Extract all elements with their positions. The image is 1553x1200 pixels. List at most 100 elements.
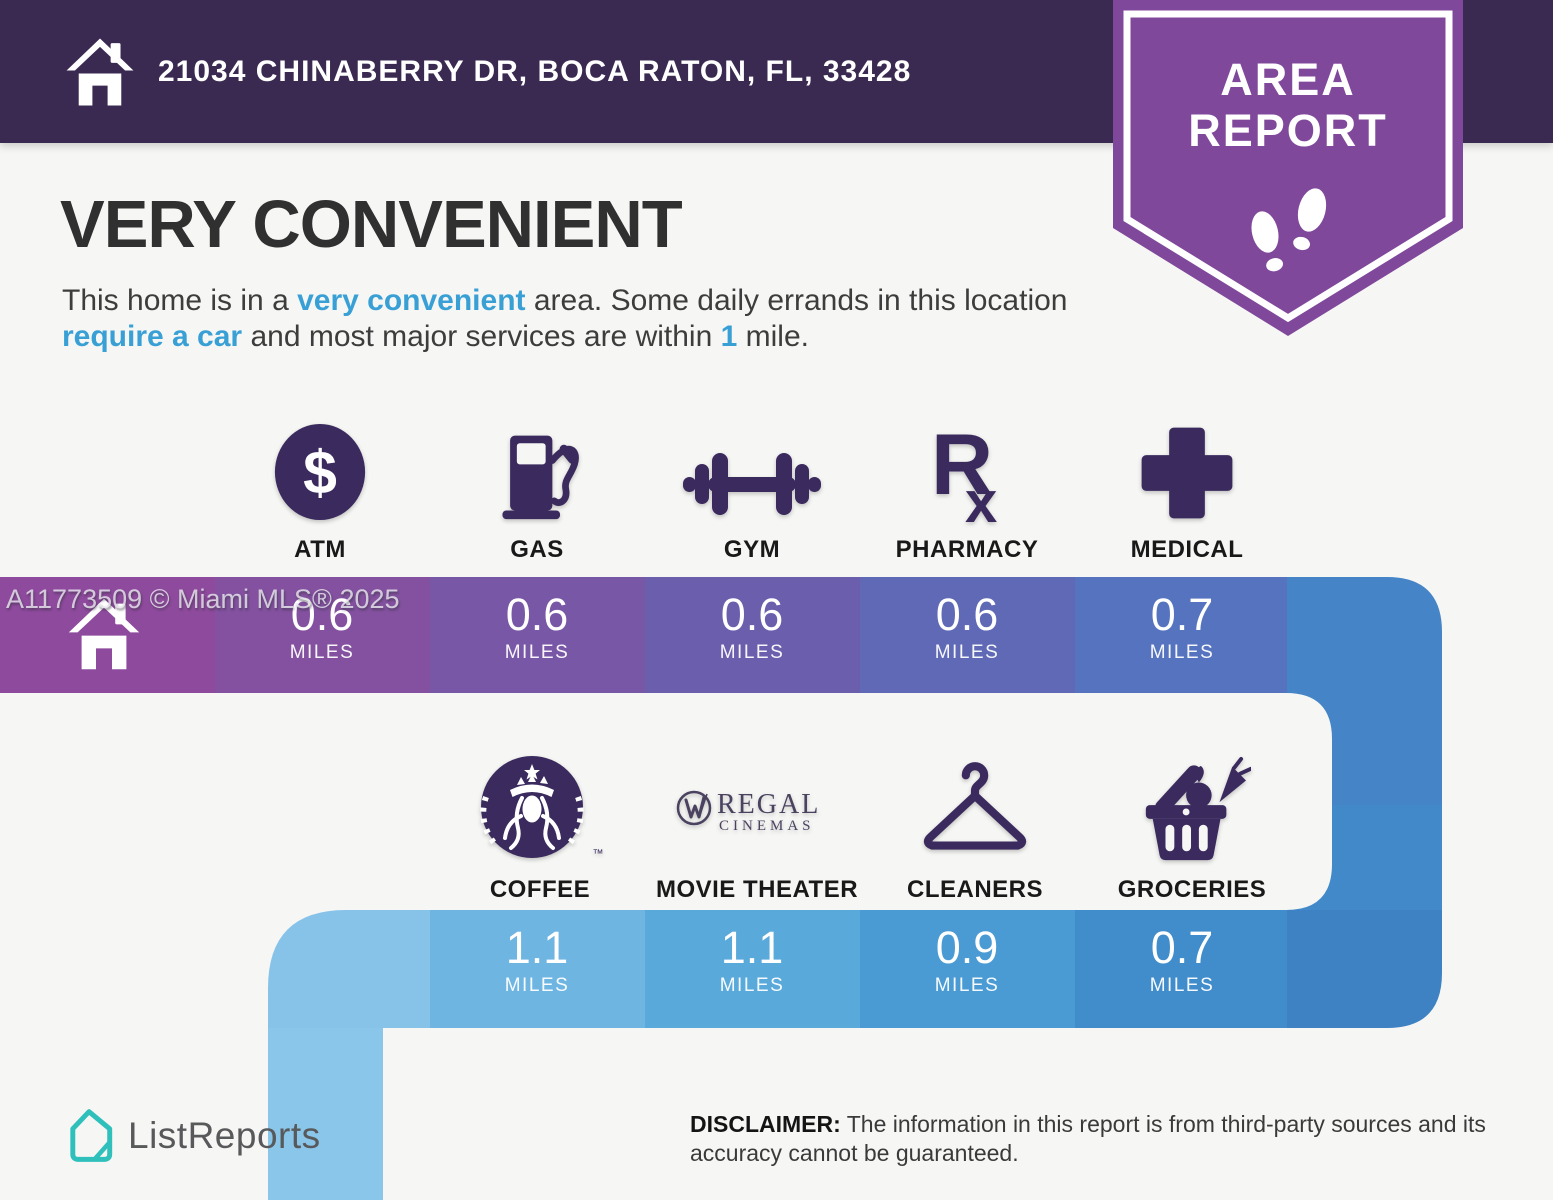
svg-text:R: R: [931, 420, 993, 513]
distance-band: [0, 577, 1442, 1200]
grocery-basket-icon: [1145, 756, 1251, 861]
hanger-icon: [923, 762, 1027, 850]
band-seg-gym: [645, 577, 860, 695]
atm-icon: $: [274, 424, 366, 521]
distance-unit: MILES: [1149, 642, 1215, 663]
summary-text: This home is in a very convenient area. …: [62, 283, 1107, 355]
svg-text:REGAL: REGAL: [717, 789, 820, 820]
poi-label: MEDICAL: [1130, 536, 1244, 563]
svg-text:$: $: [303, 439, 337, 507]
distance-unit: MILES: [719, 975, 785, 996]
badge-pennant: [1113, 0, 1463, 336]
trademark-symbol: ™: [592, 848, 604, 860]
poi-label: COFFEE: [489, 876, 591, 903]
poi-label: CLEANERS: [906, 876, 1043, 903]
poi-label: GROCERIES: [1117, 876, 1267, 903]
band-corner-bottom-right: [1287, 910, 1442, 1028]
band-seg-gas: [430, 577, 645, 695]
band-corner-top-right: [1287, 577, 1442, 695]
disclaimer-label: DISCLAIMER:: [690, 1111, 841, 1137]
poi-medical: MEDICAL: [1077, 420, 1297, 564]
distance-unit: MILES: [934, 975, 1000, 996]
summary-part: and most major services are within: [242, 320, 721, 353]
poi-pharmacy: R x PHARMACY: [857, 420, 1077, 564]
footprints-icon: [1251, 188, 1327, 272]
starbucks-siren-icon: [479, 756, 584, 858]
summary-highlight: 1: [720, 320, 738, 353]
band-seg-coffee: [430, 910, 645, 1028]
distance-unit: MILES: [504, 975, 570, 996]
distance-cell-atm: 0.6 MILES: [215, 592, 429, 664]
distance-unit: MILES: [719, 642, 785, 663]
distance-cell-medical: 0.7 MILES: [1075, 592, 1289, 664]
poi-movie-theater: REGAL CINEMAS MOVIE THEATER: [632, 752, 882, 904]
band-seg-groceries: [1075, 910, 1287, 1028]
summary-part: This home is in a: [62, 284, 298, 317]
band-seg-movie: [645, 910, 860, 1028]
badge-outline: [1123, 10, 1453, 323]
distance-value: 0.7: [1150, 589, 1214, 640]
page-title: VERY CONVENIENT: [60, 187, 683, 262]
distance-cell-movie: 1.1 MILES: [645, 925, 859, 997]
summary-part: area. Some daily errands in this locatio…: [525, 284, 1068, 317]
badge-line2: REPORT: [1188, 105, 1388, 156]
distance-cell-gym: 0.6 MILES: [645, 592, 859, 664]
band-seg-medical: [1075, 577, 1287, 695]
poi-coffee: ™ COFFEE: [430, 752, 650, 904]
summary-highlight: very convenient: [297, 284, 526, 317]
poi-cleaners: CLEANERS: [865, 752, 1085, 904]
poi-atm: $ ATM: [210, 420, 430, 564]
disclaimer: DISCLAIMER: The information in this repo…: [690, 1110, 1510, 1168]
distance-unit: MILES: [934, 642, 1000, 663]
rx-icon: R x: [931, 420, 997, 524]
badge-line1: AREA: [1220, 54, 1356, 105]
poi-label: PHARMACY: [895, 536, 1039, 563]
band-corner-left: [268, 910, 430, 1028]
distance-unit: MILES: [289, 642, 355, 663]
brand-name: ListReports: [128, 1115, 321, 1156]
poi-label: GYM: [723, 536, 781, 563]
listreports-house-icon: [70, 1109, 113, 1162]
distance-value: 0.6: [505, 589, 569, 640]
svg-text:x: x: [965, 470, 997, 524]
band-connector-right-upper: [1287, 695, 1442, 805]
distance-unit: MILES: [1149, 975, 1215, 996]
distance-value: 1.1: [720, 922, 784, 973]
distance-value: 0.6: [935, 589, 999, 640]
regal-cinemas-logo: REGAL CINEMAS: [676, 789, 820, 834]
poi-gas: GAS: [427, 420, 647, 564]
band-seg-atm: [215, 577, 430, 695]
home-icon: [66, 38, 134, 106]
distance-value: 0.6: [290, 589, 354, 640]
distance-unit: MILES: [504, 642, 570, 663]
band-connector-left: [268, 1028, 383, 1200]
gym-icon: [683, 453, 821, 515]
distance-value: 0.7: [1150, 922, 1214, 973]
band-connector-right-lower: [1287, 805, 1442, 911]
medical-cross-icon: [1141, 427, 1233, 519]
poi-groceries: GROCERIES: [1082, 752, 1302, 904]
area-report-badge: AREA REPORT: [1113, 0, 1463, 345]
svg-text:CINEMAS: CINEMAS: [719, 818, 815, 834]
poi-gym: GYM: [642, 420, 862, 564]
mls-watermark: A11773509 © Miami MLS® 2025: [6, 584, 400, 614]
poi-label: GAS: [510, 536, 564, 563]
summary-part: mile.: [737, 320, 809, 353]
distance-cell-gas: 0.6 MILES: [430, 592, 644, 664]
distance-value: 0.6: [720, 589, 784, 640]
band-seg-pharmacy: [860, 577, 1075, 695]
distance-cell-groceries: 0.7 MILES: [1075, 925, 1289, 997]
distance-cell-pharmacy: 0.6 MILES: [860, 592, 1074, 664]
poi-label: MOVIE THEATER: [655, 876, 859, 903]
distance-value: 0.9: [935, 922, 999, 973]
band-home-icon: [68, 598, 140, 670]
listreports-logo: ListReports: [62, 1106, 321, 1166]
band-seg-cleaners: [860, 910, 1075, 1028]
disclaimer-text: The information in this report is from t…: [690, 1111, 1486, 1166]
summary-highlight: require a car: [62, 320, 243, 353]
distance-cell-coffee: 1.1 MILES: [430, 925, 644, 997]
gas-icon: [502, 435, 579, 520]
property-address: 21034 CHINABERRY DR, BOCA RATON, FL, 334…: [158, 55, 912, 88]
distance-value: 1.1: [505, 922, 569, 973]
